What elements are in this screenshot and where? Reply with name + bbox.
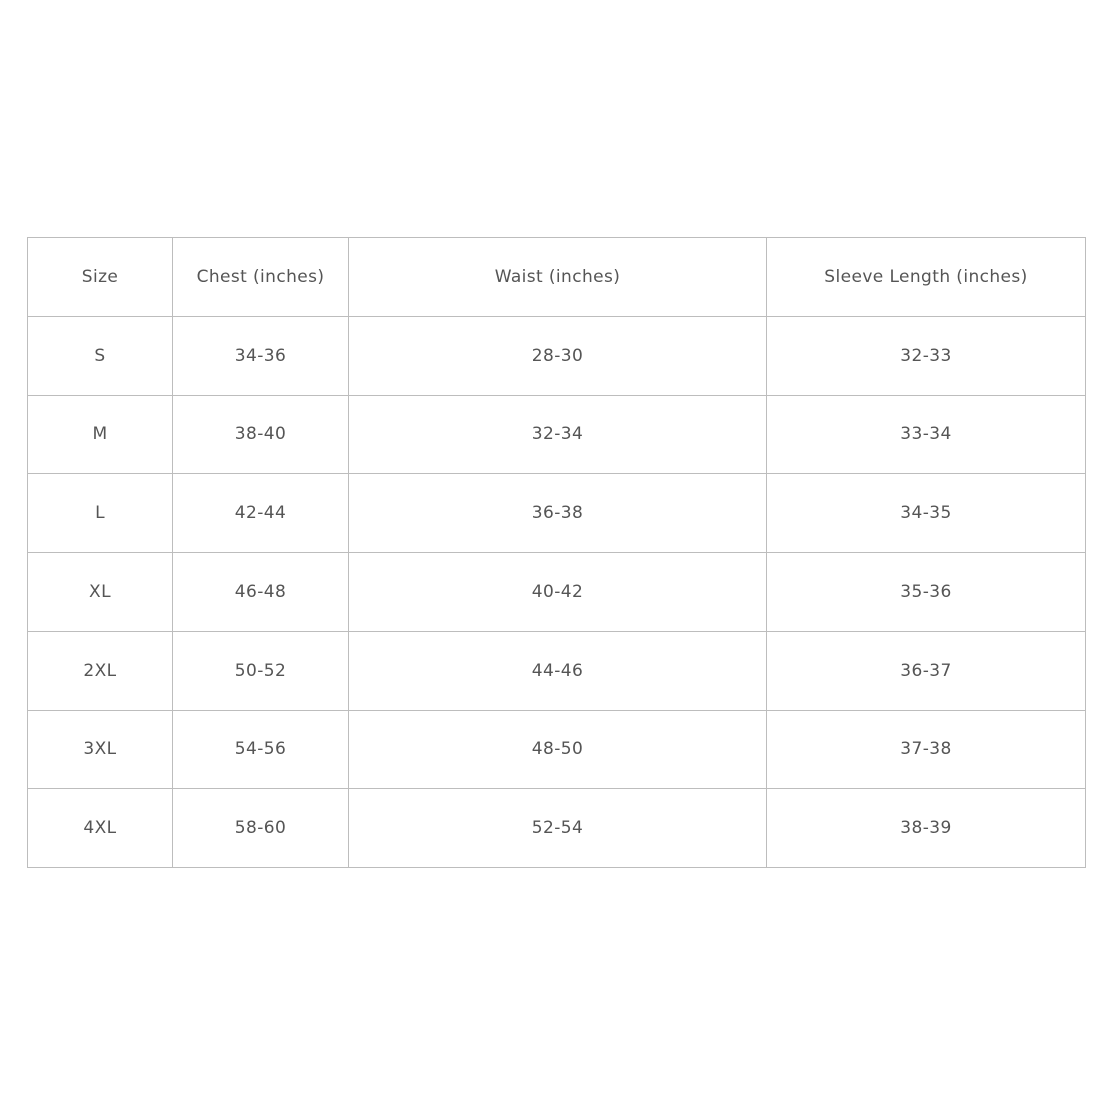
table-cell: M — [27, 394, 173, 475]
table-cell: 36-38 — [348, 473, 767, 553]
table-row: 4XL 58-60 52-54 38-39 — [27, 788, 1086, 868]
header-cell: Sleeve Length (inches) — [766, 237, 1086, 317]
table-cell: 42-44 — [172, 473, 349, 553]
table-cell: 58-60 — [172, 788, 349, 868]
table-head: Size Chest (inches) Waist (inches) Sleeve L… — [27, 237, 1086, 317]
table-cell: L — [27, 473, 173, 553]
table-cell: 35-36 — [766, 552, 1086, 632]
table-cell: 28-30 — [348, 315, 767, 396]
table-row: XL 46-48 40-42 35-36 — [27, 552, 1086, 632]
table-row: M 38-40 32-34 33-34 — [27, 394, 1086, 475]
table-row: 2XL 50-52 44-46 36-37 — [27, 630, 1086, 711]
table-cell: 32-34 — [348, 394, 767, 475]
table-cell: 3XL — [27, 709, 173, 790]
size-table: Size Chest (inches) Waist (inches) Sleeve L… — [27, 237, 1086, 868]
table-cell: 38-39 — [766, 788, 1086, 868]
table-cell: 46-48 — [172, 552, 349, 632]
table-cell: 2XL — [27, 630, 173, 711]
table-cell: 44-46 — [348, 630, 767, 711]
header-cell: Chest (inches) — [172, 237, 349, 317]
header-cell: Size — [27, 237, 173, 317]
table-body: S 34-36 28-30 32-33 M 38-40 32-34 33-34 L 42-44 36… — [27, 315, 1086, 868]
table-cell: 33-34 — [766, 394, 1086, 475]
table-cell: S — [27, 315, 173, 396]
table-cell: 52-54 — [348, 788, 767, 868]
table-cell: 50-52 — [172, 630, 349, 711]
header-row: Size Chest (inches) Waist (inches) Sleeve L… — [27, 237, 1086, 317]
table-cell: 40-42 — [348, 552, 767, 632]
header-cell: Waist (inches) — [348, 237, 767, 317]
table-row: S 34-36 28-30 32-33 — [27, 315, 1086, 396]
table-cell: 32-33 — [766, 315, 1086, 396]
table-cell: XL — [27, 552, 173, 632]
table-cell: 38-40 — [172, 394, 349, 475]
table-cell: 37-38 — [766, 709, 1086, 790]
table-cell: 4XL — [27, 788, 173, 868]
table-cell: 36-37 — [766, 630, 1086, 711]
table-cell: 34-35 — [766, 473, 1086, 553]
table-cell: 48-50 — [348, 709, 767, 790]
table-row: L 42-44 36-38 34-35 — [27, 473, 1086, 553]
table-cell: 54-56 — [172, 709, 349, 790]
table-cell: 34-36 — [172, 315, 349, 396]
table-row: 3XL 54-56 48-50 37-38 — [27, 709, 1086, 790]
